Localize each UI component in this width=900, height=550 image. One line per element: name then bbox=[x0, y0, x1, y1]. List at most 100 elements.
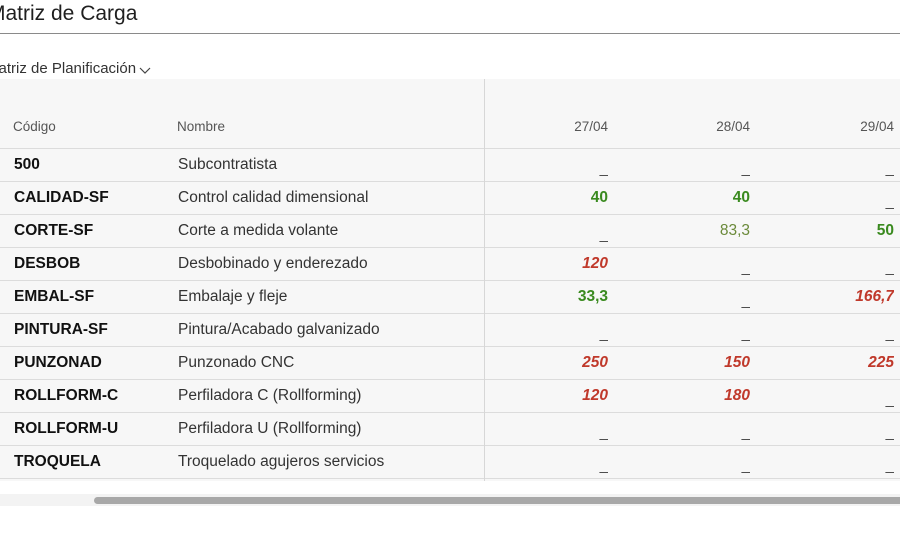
load-value: 33,3 bbox=[577, 288, 608, 305]
load-cell[interactable]: _ bbox=[488, 446, 608, 478]
row-code: PINTURA-SF bbox=[14, 321, 108, 338]
row-name: Perfiladora C (Rollforming) bbox=[178, 387, 362, 404]
load-cell[interactable]: _ bbox=[774, 413, 894, 445]
load-cell[interactable]: _ bbox=[630, 149, 750, 181]
load-value: _ bbox=[885, 160, 894, 177]
load-value: 120 bbox=[582, 387, 608, 404]
load-cell[interactable]: _ bbox=[630, 281, 750, 313]
table-row[interactable]: TROQUELA Troquelado agujeros servicios _ _ _ bbox=[0, 446, 900, 479]
load-value: _ bbox=[741, 424, 750, 441]
load-value: _ bbox=[599, 226, 608, 243]
load-cell[interactable]: _ bbox=[630, 413, 750, 445]
chevron-down-icon bbox=[139, 67, 151, 74]
load-value: _ bbox=[599, 325, 608, 342]
row-code: DESBOB bbox=[14, 255, 81, 272]
row-name: Troquelado agujeros servicios bbox=[178, 453, 385, 470]
load-cell[interactable]: _ bbox=[774, 182, 894, 214]
load-value: _ bbox=[599, 424, 608, 441]
load-cell[interactable]: _ bbox=[630, 248, 750, 280]
row-name: Corte a medida volante bbox=[178, 222, 339, 239]
table-row[interactable]: 500 Subcontratista _ _ _ bbox=[0, 149, 900, 182]
row-code: PUNZONAD bbox=[14, 354, 102, 371]
load-cell[interactable]: 150 bbox=[630, 347, 750, 379]
load-cell[interactable]: _ bbox=[774, 314, 894, 346]
row-name: Subcontratista bbox=[178, 156, 278, 173]
table-row[interactable]: PINTURA-SF Pintura/Acabado galvanizado _ _ _ bbox=[0, 314, 900, 347]
load-value: _ bbox=[741, 457, 750, 474]
header-date[interactable]: 28/04 bbox=[716, 119, 750, 134]
load-value: _ bbox=[885, 457, 894, 474]
load-cell[interactable]: _ bbox=[774, 149, 894, 181]
load-cell[interactable]: _ bbox=[774, 446, 894, 478]
load-value: _ bbox=[741, 160, 750, 177]
row-code: TROQUELA bbox=[14, 453, 101, 470]
load-cell[interactable]: 120 bbox=[488, 380, 608, 412]
load-value: _ bbox=[885, 325, 894, 342]
load-cell[interactable]: _ bbox=[774, 380, 894, 412]
load-cell[interactable]: 250 bbox=[488, 347, 608, 379]
load-value: 83,3 bbox=[719, 222, 750, 239]
load-cell[interactable]: 225 bbox=[774, 347, 894, 379]
load-cell[interactable]: 180 bbox=[630, 380, 750, 412]
page-title: Matriz de Carga bbox=[0, 2, 138, 25]
load-value: 40 bbox=[732, 189, 750, 206]
row-name: Embalaje y fleje bbox=[178, 288, 288, 305]
row-code: CALIDAD-SF bbox=[14, 189, 109, 206]
header-date[interactable]: 29/04 bbox=[860, 119, 894, 134]
view-selector[interactable]: Matriz de Planificación bbox=[0, 60, 152, 77]
table-row[interactable]: PUNZONAD Punzonado CNC 250 150 225 bbox=[0, 347, 900, 380]
load-cell[interactable]: _ bbox=[488, 413, 608, 445]
load-cell[interactable]: _ bbox=[488, 215, 608, 247]
frozen-column-divider bbox=[484, 79, 485, 481]
load-value: 40 bbox=[590, 189, 608, 206]
load-cell[interactable]: 120 bbox=[488, 248, 608, 280]
load-cell[interactable]: 50 bbox=[774, 215, 894, 247]
row-code: ROLLFORM-U bbox=[14, 420, 119, 437]
load-value: _ bbox=[599, 457, 608, 474]
row-code: EMBAL-SF bbox=[14, 288, 95, 305]
load-value: 225 bbox=[868, 354, 894, 371]
load-value: _ bbox=[885, 391, 894, 408]
row-code: CORTE-SF bbox=[14, 222, 94, 239]
load-value: _ bbox=[885, 259, 894, 276]
load-value: 166,7 bbox=[855, 288, 894, 305]
table-row[interactable]: CALIDAD-SF Control calidad dimensional 40 4… bbox=[0, 182, 900, 215]
header-name[interactable]: Nombre bbox=[177, 119, 226, 134]
table-row[interactable]: EMBAL-SF Embalaje y fleje 33,3 _ 166,7 bbox=[0, 281, 900, 314]
load-value: 150 bbox=[724, 354, 750, 371]
load-value: _ bbox=[599, 160, 608, 177]
load-cell[interactable]: 166,7 bbox=[774, 281, 894, 313]
header-code[interactable]: Código bbox=[13, 119, 56, 134]
load-cell[interactable]: _ bbox=[774, 248, 894, 280]
load-matrix-grid: Código Nombre 27/04 28/04 29/04 500 Subco… bbox=[0, 79, 900, 481]
load-value: 180 bbox=[724, 387, 750, 404]
load-cell[interactable]: _ bbox=[630, 314, 750, 346]
view-selector-label: Matriz de Planificación bbox=[0, 60, 137, 77]
load-cell[interactable]: 40 bbox=[488, 182, 608, 214]
table-row[interactable]: CORTE-SF Corte a medida volante _ 83,3 50 bbox=[0, 215, 900, 248]
table-row[interactable]: DESBOB Desbobinado y enderezado 120 _ _ bbox=[0, 248, 900, 281]
row-name: Desbobinado y enderezado bbox=[178, 255, 368, 272]
load-cell[interactable]: 33,3 bbox=[488, 281, 608, 313]
load-value: 120 bbox=[582, 255, 608, 272]
table-row[interactable]: ROLLFORM-U Perfiladora U (Rollforming) _ _ _ bbox=[0, 413, 900, 446]
load-cell[interactable]: 83,3 bbox=[630, 215, 750, 247]
horizontal-scrollbar[interactable] bbox=[0, 494, 900, 506]
header-date[interactable]: 27/04 bbox=[574, 119, 608, 134]
row-name: Punzonado CNC bbox=[178, 354, 295, 371]
load-cell[interactable]: 40 bbox=[630, 182, 750, 214]
load-value: _ bbox=[741, 292, 750, 309]
load-value: 50 bbox=[876, 222, 894, 239]
table-header: Código Nombre 27/04 28/04 29/04 bbox=[0, 79, 900, 149]
row-code: ROLLFORM-C bbox=[14, 387, 119, 404]
table-row[interactable]: ROLLFORM-C Perfiladora C (Rollforming) 120… bbox=[0, 380, 900, 413]
load-cell[interactable]: _ bbox=[488, 149, 608, 181]
row-name: Pintura/Acabado galvanizado bbox=[178, 321, 380, 338]
row-code: 500 bbox=[14, 156, 40, 173]
load-cell[interactable]: _ bbox=[630, 446, 750, 478]
row-name: Perfiladora U (Rollforming) bbox=[178, 420, 362, 437]
load-cell[interactable]: _ bbox=[488, 314, 608, 346]
load-value: _ bbox=[885, 424, 894, 441]
row-name: Control calidad dimensional bbox=[178, 189, 369, 206]
scrollbar-thumb[interactable] bbox=[94, 497, 900, 504]
